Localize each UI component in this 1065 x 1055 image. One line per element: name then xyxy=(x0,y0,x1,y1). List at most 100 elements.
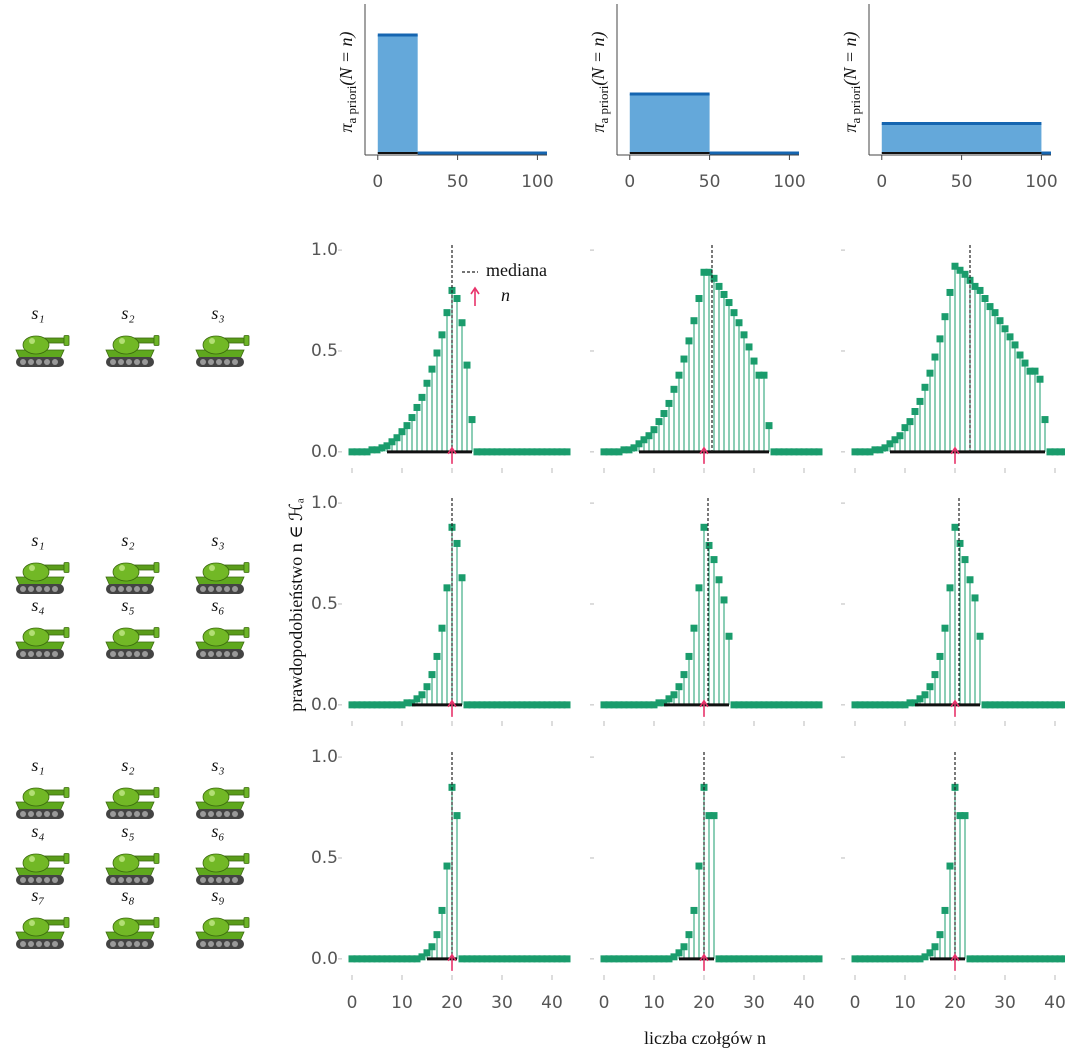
stem-marker xyxy=(726,299,733,306)
x-tick-label: 0 xyxy=(850,993,861,1013)
stem-marker xyxy=(1062,448,1065,455)
stem-marker xyxy=(564,701,571,708)
stem-marker xyxy=(424,949,431,956)
stem-marker xyxy=(651,426,658,433)
stem-marker xyxy=(439,907,446,914)
stem-marker xyxy=(726,633,733,640)
prior-y-label-rest: (N = n) xyxy=(336,31,357,85)
stem-marker xyxy=(982,295,989,302)
stem-marker xyxy=(419,394,426,401)
stem-marker xyxy=(434,931,441,938)
x-tick-label: 40 xyxy=(1044,993,1065,1013)
x-tick-label: 0 xyxy=(347,993,358,1013)
tank-label: s₆ xyxy=(211,595,224,615)
tank xyxy=(196,336,249,368)
stem-marker xyxy=(564,955,571,962)
y-tick-label: 0.5 xyxy=(311,341,338,361)
stem-marker xyxy=(937,335,944,342)
stem-marker xyxy=(564,448,571,455)
stem-marker xyxy=(902,424,909,431)
stem-marker xyxy=(439,625,446,632)
x-tick-label: 0 xyxy=(624,172,635,192)
stem-marker xyxy=(927,370,934,377)
y-tick-label: 1.0 xyxy=(311,240,338,260)
stem-marker xyxy=(681,356,688,363)
y-tick-label: 0.0 xyxy=(311,442,338,462)
stem-marker xyxy=(741,331,748,338)
stem-marker xyxy=(404,422,411,429)
x-tick-label: 50 xyxy=(699,172,721,192)
stem-marker xyxy=(1022,360,1029,367)
tank-label: s₃ xyxy=(211,303,224,323)
tank-label: s₁ xyxy=(31,530,44,550)
stem-marker xyxy=(721,596,728,603)
stem-marker xyxy=(1017,352,1024,359)
stem-marker xyxy=(469,416,476,423)
stem-marker xyxy=(937,653,944,660)
tank xyxy=(196,628,249,660)
stem-marker xyxy=(429,671,436,678)
tank xyxy=(106,854,159,886)
stem-marker xyxy=(701,524,708,531)
stem-marker xyxy=(1062,701,1065,708)
stem-marker xyxy=(766,422,773,429)
page: {"chart_data": { "type": "grid", "xlabel… xyxy=(0,0,1065,1055)
stem-marker xyxy=(932,354,939,361)
stem-marker xyxy=(987,303,994,310)
stem-marker xyxy=(454,540,461,547)
prior-y-label-sub: a priori xyxy=(344,85,359,123)
prior-y-label-sub: a priori xyxy=(848,85,863,123)
stem-marker xyxy=(962,271,969,278)
stem-marker xyxy=(691,907,698,914)
stem-marker xyxy=(816,701,823,708)
stem-marker xyxy=(681,943,688,950)
stem-marker xyxy=(686,931,693,938)
stem-marker xyxy=(459,319,466,326)
x-tick-label: 100 xyxy=(1025,172,1057,192)
tank xyxy=(16,563,69,595)
y-tick-label: 0.5 xyxy=(311,848,338,868)
tank-label: s₄ xyxy=(31,821,44,841)
tank xyxy=(16,918,69,950)
stem-marker xyxy=(419,691,426,698)
tank-label: s₄ xyxy=(31,595,44,615)
x-tick-label: 30 xyxy=(491,993,513,1013)
stem-marker xyxy=(816,955,823,962)
x-tick-label: 20 xyxy=(693,993,715,1013)
stem-marker xyxy=(922,384,929,391)
stem-marker xyxy=(666,400,673,407)
x-tick-label: 30 xyxy=(743,993,765,1013)
stem-marker xyxy=(917,398,924,405)
y-axis-label: prawdopodobieństwo n ∈ ℋₐ xyxy=(286,498,306,712)
stem-marker xyxy=(661,410,668,417)
stem-marker xyxy=(696,863,703,870)
prior-bar xyxy=(882,124,1042,154)
stem-marker xyxy=(394,434,401,441)
y-tick-label: 1.0 xyxy=(311,493,338,513)
stem-marker xyxy=(746,343,753,350)
stem-marker xyxy=(977,633,984,640)
stem-marker xyxy=(716,576,723,583)
stem-marker xyxy=(646,432,653,439)
stem-marker xyxy=(957,540,964,547)
x-tick-label: 100 xyxy=(773,172,805,192)
stem-marker xyxy=(686,337,693,344)
stem-marker xyxy=(681,671,688,678)
x-tick-label: 50 xyxy=(447,172,469,192)
stem-marker xyxy=(716,283,723,290)
stem-marker xyxy=(671,691,678,698)
stem-marker xyxy=(1007,333,1014,340)
tank xyxy=(16,336,69,368)
stem-marker xyxy=(731,309,738,316)
stem-marker xyxy=(1012,341,1019,348)
y-tick-label: 0.0 xyxy=(311,695,338,715)
stem-marker xyxy=(912,408,919,415)
stem-marker xyxy=(686,653,693,660)
tank-label: s₇ xyxy=(31,885,44,905)
tank xyxy=(106,336,159,368)
stem-marker xyxy=(656,418,663,425)
stem-marker xyxy=(691,625,698,632)
stem-marker xyxy=(897,432,904,439)
tank xyxy=(196,854,249,886)
stem-marker xyxy=(691,317,698,324)
